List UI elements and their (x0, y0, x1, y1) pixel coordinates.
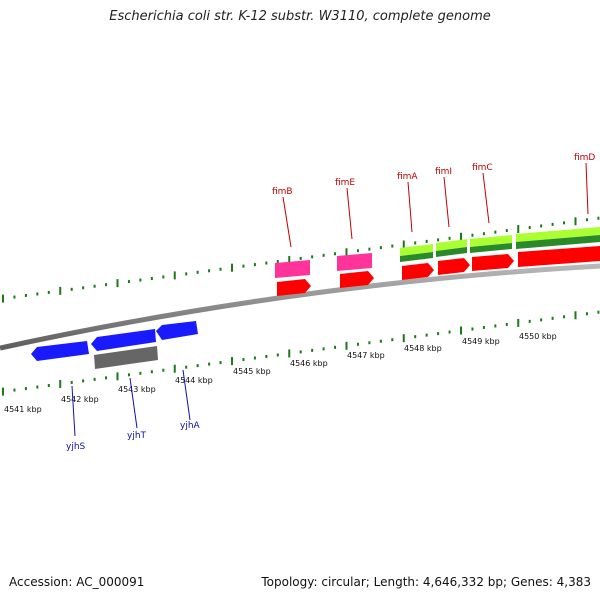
scale-label-4546: 4546 kbp (290, 359, 328, 368)
gene-fimD[interactable] (518, 246, 600, 267)
genome-stats-text: Topology: circular; Length: 4,646,332 bp… (261, 575, 591, 589)
forward-cds-track (400, 227, 600, 262)
scale-label-4541: 4541 kbp (4, 405, 42, 414)
scale-label-4549: 4549 kbp (462, 337, 500, 346)
reverse-gene-leaders (71, 369, 191, 437)
forward-gene-track (275, 246, 600, 296)
reverse-gene-track (31, 321, 198, 369)
gene-label-yjhS[interactable]: yjhS (66, 442, 86, 452)
gene-fimE-feature[interactable] (337, 253, 372, 271)
gene-label-fimA[interactable]: fimA (397, 172, 418, 182)
gene-yjhT[interactable] (91, 329, 156, 351)
gene-fimB-feature[interactable] (275, 260, 310, 278)
scale-label-4544: 4544 kbp (175, 376, 213, 385)
scale-label-4543: 4543 kbp (118, 385, 156, 394)
genome-backbone (0, 263, 600, 351)
accession-text: Accession: AC_000091 (9, 575, 145, 589)
gene-label-fimE[interactable]: fimE (335, 178, 355, 188)
gene-yjhT-pseudo[interactable] (94, 346, 158, 369)
scale-label-4547: 4547 kbp (347, 351, 385, 360)
lower-tick-track (2, 310, 600, 396)
scale-label-4550: 4550 kbp (519, 332, 557, 341)
gene-yjhA[interactable] (156, 321, 198, 340)
scale-label-4548: 4548 kbp (404, 344, 442, 353)
gene-label-yjhT[interactable]: yjhT (127, 431, 147, 441)
gene-fimE[interactable] (340, 271, 374, 288)
scale-label-4545: 4545 kbp (233, 367, 271, 376)
upper-tick-track (2, 216, 600, 303)
forward-gene-leaders (282, 162, 589, 248)
gene-fimB[interactable] (277, 279, 311, 296)
gene-yjhS[interactable] (31, 341, 89, 361)
gene-label-fimB[interactable]: fimB (272, 187, 293, 197)
genome-title: Escherichia coli str. K-12 substr. W3110… (109, 9, 491, 24)
gene-label-fimD[interactable]: fimD (574, 153, 595, 163)
gene-fimC[interactable] (472, 254, 514, 271)
reverse-gene-labels: yjhS yjhT yjhA (66, 421, 201, 452)
forward-gene-labels: fimB fimE fimA fimI fimC fimD (272, 153, 595, 197)
gene-fimI[interactable] (438, 258, 470, 275)
cds-fimD[interactable] (516, 227, 600, 242)
gene-label-fimC[interactable]: fimC (472, 163, 493, 173)
scale-labels: 4541 kbp 4542 kbp 4543 kbp 4544 kbp 4545… (4, 332, 557, 414)
gene-label-yjhA[interactable]: yjhA (180, 421, 201, 431)
gene-label-fimI[interactable]: fimI (435, 167, 452, 177)
gene-fimA[interactable] (402, 263, 434, 280)
scale-label-4542: 4542 kbp (61, 395, 99, 404)
